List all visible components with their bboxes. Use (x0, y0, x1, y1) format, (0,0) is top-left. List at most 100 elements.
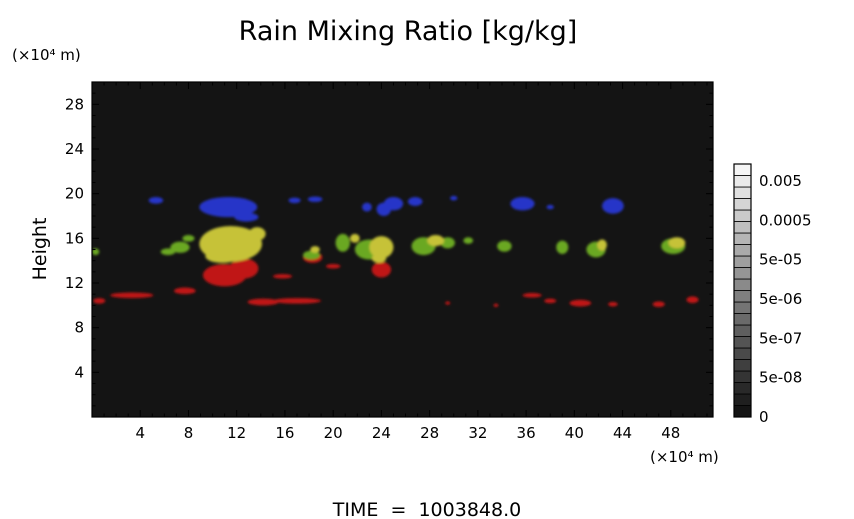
colorbar-step (733, 382, 752, 395)
colorbar-label: 5e-07 (759, 329, 802, 347)
colorbar-step (733, 232, 752, 245)
y-tick-label: 4 (74, 363, 84, 381)
colorbar-step (733, 163, 752, 176)
colorbar-step (733, 278, 752, 291)
plot-area (92, 82, 713, 417)
y-tick-label: 28 (65, 95, 84, 113)
region-green-blob-13 (182, 234, 195, 242)
region-green-blob-4 (335, 233, 351, 252)
colorbar-label: 0.005 (759, 172, 802, 190)
colorbar-step (733, 255, 752, 268)
region-yellow-blob-2 (248, 227, 266, 241)
region-red-blob-9 (325, 264, 341, 269)
region-red-blob-0 (93, 298, 106, 304)
region-red-blob-12 (544, 298, 557, 304)
region-red-blob-18 (493, 303, 499, 308)
colorbar-step (733, 290, 752, 303)
colorbar-step (733, 221, 752, 234)
region-yellow-blob-3 (310, 246, 320, 253)
region-red-blob-16 (686, 296, 699, 304)
region-red-blob-7 (272, 274, 293, 279)
region-blue-blob-7 (383, 197, 404, 211)
x-tick-label: 32 (468, 424, 487, 442)
colorbar-step (733, 370, 752, 383)
region-blue-blob-12 (450, 195, 458, 201)
region-blue-blob-5 (362, 202, 372, 212)
region-yellow-blob-6 (427, 234, 445, 247)
region-red-blob-15 (652, 301, 665, 308)
y-axis-label: Height (29, 218, 51, 281)
region-green-blob-0 (92, 248, 100, 256)
colorbar-label: 0.0005 (759, 211, 812, 229)
x-tick-label: 12 (227, 424, 246, 442)
chart-title: Rain Mixing Ratio [kg/kg] (239, 16, 578, 47)
colorbar-step (733, 209, 752, 222)
region-yellow-blob-5 (371, 253, 387, 263)
colorbar-step (733, 359, 752, 372)
colorbar-step (733, 347, 752, 360)
x-tick-label: 36 (517, 424, 536, 442)
colorbar-step (733, 301, 752, 314)
region-yellow-blob-8 (668, 237, 686, 249)
region-red-blob-4 (229, 258, 259, 279)
colorbar: 0.005 0.0005 5e-05 5e-06 5e-07 5e-08 0 (733, 163, 812, 426)
colorbar-label: 5e-06 (759, 290, 802, 308)
colorbar-label: 5e-05 (759, 251, 802, 269)
x-tick-label: 20 (324, 424, 343, 442)
x-tick-label: 40 (565, 424, 584, 442)
region-green-blob-10 (556, 240, 569, 254)
region-green-blob-9 (497, 240, 512, 252)
region-red-blob-10 (371, 261, 392, 278)
region-red-blob-1 (110, 292, 154, 299)
region-green-blob-7 (440, 237, 455, 249)
region-blue-blob-0 (148, 197, 164, 204)
y-tick-label: 20 (65, 185, 84, 203)
colorbar-step (733, 405, 752, 418)
x-tick-label: 28 (420, 424, 439, 442)
region-red-blob-6 (272, 298, 322, 304)
colorbar-frame (733, 163, 752, 418)
data-regions (92, 195, 699, 308)
region-yellow-blob-1 (205, 249, 240, 263)
x-tick-label: 4 (135, 424, 145, 442)
x-tick-label: 16 (275, 424, 294, 442)
x-tick-label: 44 (613, 424, 632, 442)
x-tick-label: 48 (661, 424, 680, 442)
region-red-blob-14 (608, 301, 618, 307)
colorbar-step (733, 198, 752, 211)
time-label: TIME = 1003848.0 (332, 499, 521, 519)
colorbar-label: 0 (759, 408, 769, 426)
region-blue-blob-10 (546, 204, 554, 210)
region-blue-blob-11 (602, 198, 624, 214)
colorbar-step (733, 324, 752, 337)
region-red-blob-13 (569, 299, 592, 307)
region-blue-blob-4 (307, 196, 323, 203)
region-blue-blob-9 (510, 197, 535, 211)
x-tick-label: 24 (372, 424, 391, 442)
region-green-blob-2 (170, 241, 190, 253)
y-axis-unit: (×10⁴ m) (12, 46, 81, 64)
region-red-blob-17 (445, 301, 451, 305)
region-blue-blob-3 (288, 197, 301, 204)
region-blue-blob-1 (199, 197, 258, 218)
region-green-blob-3 (303, 250, 320, 260)
region-green-blob-1 (160, 248, 176, 256)
colorbar-step (733, 393, 752, 406)
y-tick-label: 8 (74, 319, 84, 337)
colorbar-step (733, 175, 752, 188)
region-yellow-blob-7 (350, 233, 360, 243)
region-green-blob-8 (463, 237, 474, 244)
region-red-blob-5 (247, 298, 279, 306)
y-tick-label: 12 (65, 274, 84, 292)
colorbar-step (733, 244, 752, 257)
colorbar-step (733, 313, 752, 326)
region-blue-blob-2 (234, 212, 259, 222)
region-yellow-blob-4 (369, 236, 394, 259)
x-tick-label: 8 (184, 424, 194, 442)
y-tick-label: 24 (65, 140, 84, 158)
region-blue-blob-8 (407, 197, 423, 206)
region-yellow-blob-9 (597, 239, 607, 251)
colorbar-step (733, 186, 752, 199)
